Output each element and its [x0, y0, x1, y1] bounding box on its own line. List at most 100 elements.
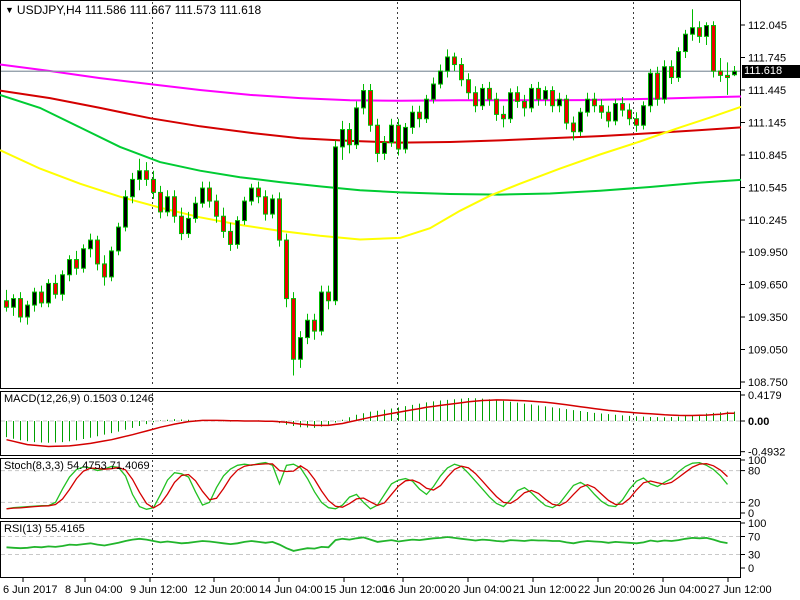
time-tick-label: 21 Jun 12:00: [513, 584, 577, 596]
stoch-tick-label: 20: [748, 497, 760, 509]
time-tick-label: 27 Jun 12:00: [708, 584, 772, 596]
candle-body: [459, 64, 464, 81]
candle-body: [704, 25, 709, 37]
candle-body: [88, 239, 93, 250]
candle-body: [249, 187, 254, 202]
ma-green: [0, 93, 742, 196]
candle-body: [655, 72, 660, 100]
candle-body: [424, 98, 429, 120]
rsi-tick-label: 70: [748, 532, 760, 544]
candle-body: [529, 87, 534, 109]
candle-body: [732, 70, 737, 76]
candle-body: [389, 124, 394, 144]
candle-body: [158, 191, 163, 213]
price-tick-label: 108.750: [748, 377, 788, 389]
candle-body: [375, 124, 380, 154]
candle-body: [557, 98, 562, 107]
price-tick-label: 110.545: [748, 183, 787, 195]
chart-title-text: USDJPY,H4 111.586 111.667 111.573 111.61…: [16, 3, 262, 17]
price-tick-label: 109.650: [748, 279, 788, 291]
candle-body: [151, 178, 156, 193]
candle-body: [396, 124, 401, 150]
symbol-dropdown-icon[interactable]: ▼: [5, 5, 14, 15]
time-tick-label: 15 Jun 12:00: [324, 584, 388, 596]
candle-body: [599, 105, 604, 113]
candle-body: [431, 83, 436, 100]
candle-body: [347, 129, 352, 146]
candle-body: [312, 319, 317, 332]
candle-body: [718, 70, 723, 76]
candle-body: [515, 92, 520, 102]
candle-body: [473, 92, 478, 107]
candle-body: [725, 74, 730, 79]
rsi-label: RSI(13) 55.4165: [4, 523, 85, 535]
stoch-tick-label: 100: [748, 455, 766, 467]
candle-body: [711, 25, 716, 72]
ma-magenta: [0, 63, 742, 102]
candle-body: [305, 319, 310, 339]
candle-body: [410, 111, 415, 128]
candle-body: [109, 250, 114, 278]
candle-body: [683, 33, 688, 53]
candle-body: [690, 27, 695, 35]
time-tick-label: 12 Jun 20:00: [194, 584, 258, 596]
candle-body: [144, 170, 149, 180]
candle-body: [18, 298, 23, 318]
candle-body: [550, 90, 555, 107]
candle-body: [403, 126, 408, 150]
stoch-panel-border: [0, 458, 741, 519]
candle-body: [228, 230, 233, 245]
candle-body: [634, 118, 639, 126]
candle-body: [641, 105, 646, 126]
candle-body: [620, 103, 625, 111]
macd-label: MACD(12,26,9) 0.1503 0.1246: [4, 393, 154, 405]
candle-body: [39, 291, 44, 304]
macd-tick-label: -0.4932: [748, 447, 785, 459]
candle-body: [466, 79, 471, 94]
chart-title: ▼ USDJPY,H4 111.586 111.667 111.573 111.6…: [5, 3, 261, 17]
candle-body: [221, 215, 226, 232]
candle-body: [571, 122, 576, 133]
candle-body: [536, 87, 541, 100]
candle-body: [165, 196, 170, 213]
stoch-signal-line: [6, 463, 728, 510]
candle-body: [4, 300, 9, 308]
candle-body: [25, 304, 30, 318]
candle-body: [172, 196, 177, 217]
candle-body: [508, 92, 513, 120]
candle-body: [200, 187, 205, 204]
candle-body: [298, 337, 303, 360]
time-tick-label: 9 Jun 12:00: [130, 584, 188, 596]
time-tick-label: 6 Jun 2017: [3, 584, 57, 596]
candle-body: [627, 109, 632, 120]
time-tick-label: 26 Jun 04:00: [643, 584, 707, 596]
candle-body: [522, 100, 527, 109]
macd-signal-line: [6, 399, 735, 448]
candle-body: [137, 170, 142, 180]
candle-body: [578, 111, 583, 133]
candle-body: [53, 282, 58, 295]
candle-body: [123, 196, 128, 228]
candle-body: [354, 107, 359, 146]
candle-body: [11, 298, 16, 308]
candle-body: [277, 198, 282, 241]
time-tick-label: 8 Jun 04:00: [65, 584, 123, 596]
candle-body: [95, 239, 100, 265]
candle-body: [207, 187, 212, 202]
candle-body: [445, 56, 450, 72]
rsi-tick-label: 30: [748, 550, 760, 562]
candle-body: [214, 200, 219, 217]
price-tick-label: 111.445: [748, 85, 786, 97]
current-price-tag: 111.618: [742, 65, 800, 78]
candle-body: [564, 98, 569, 124]
candle-body: [592, 98, 597, 107]
time-tick-label: 20 Jun 04:00: [448, 584, 512, 596]
candle-body: [74, 259, 79, 269]
candle-body: [333, 146, 338, 302]
macd-panel-border: [0, 391, 741, 456]
candle-body: [319, 291, 324, 332]
candle-body: [179, 215, 184, 235]
time-tick-label: 16 Jun 20:00: [383, 584, 447, 596]
